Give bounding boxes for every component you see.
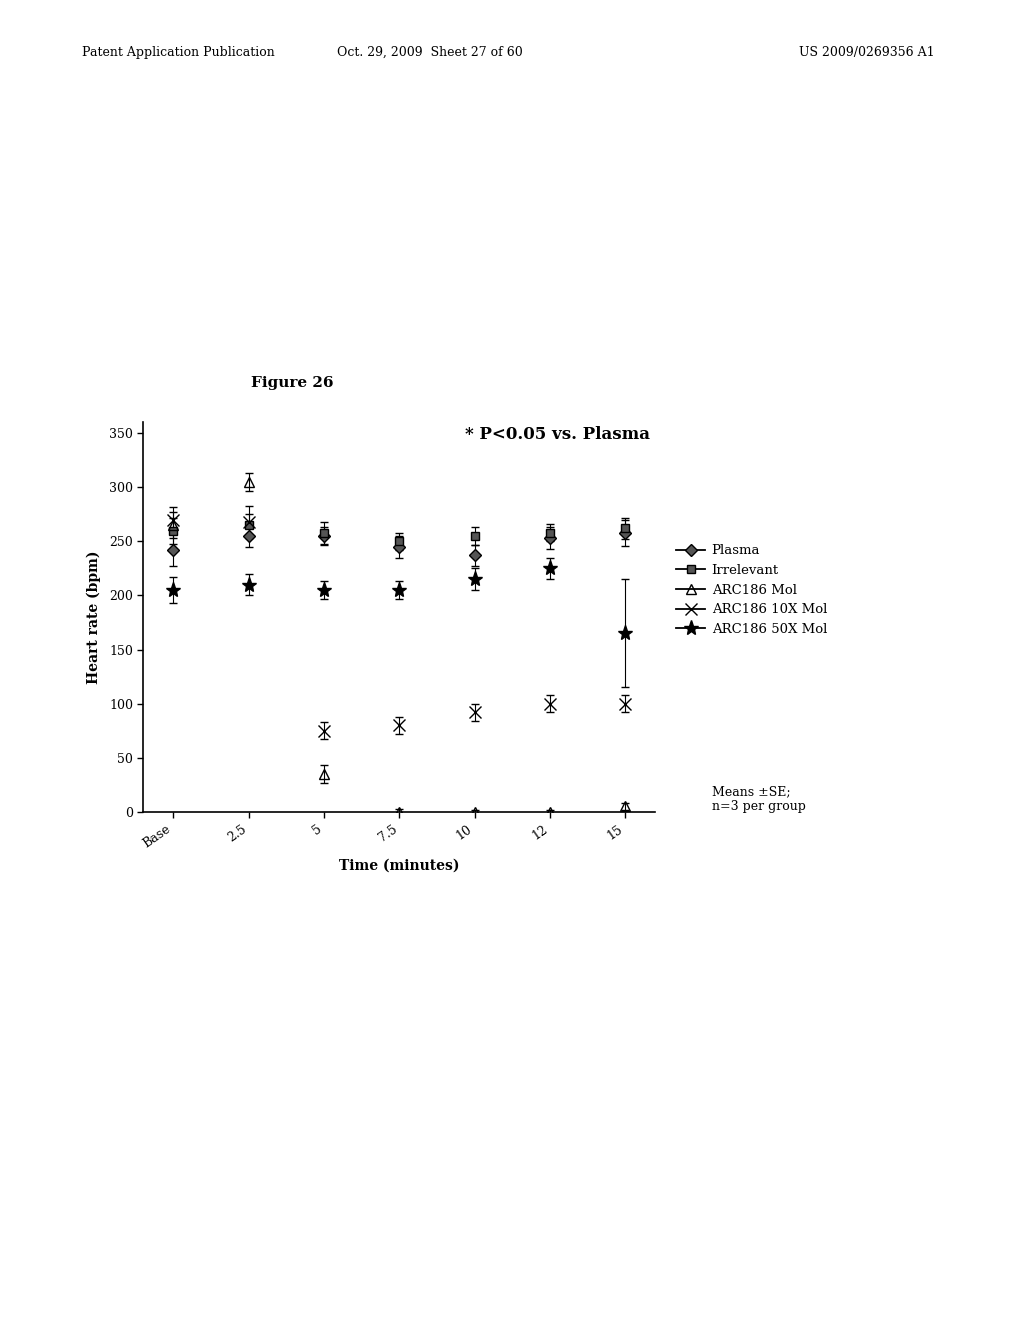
Y-axis label: Heart rate (bpm): Heart rate (bpm) <box>86 550 100 684</box>
Text: Oct. 29, 2009  Sheet 27 of 60: Oct. 29, 2009 Sheet 27 of 60 <box>337 46 523 59</box>
Text: US 2009/0269356 A1: US 2009/0269356 A1 <box>799 46 934 59</box>
Text: Means ±SE;
n=3 per group: Means ±SE; n=3 per group <box>712 785 806 813</box>
Text: Patent Application Publication: Patent Application Publication <box>82 46 274 59</box>
Text: * P<0.05 vs. Plasma: * P<0.05 vs. Plasma <box>465 426 650 444</box>
X-axis label: Time (minutes): Time (minutes) <box>339 859 460 873</box>
Legend: Plasma, Irrelevant, ARC186 Mol, ARC186 10X Mol, ARC186 50X Mol: Plasma, Irrelevant, ARC186 Mol, ARC186 1… <box>671 539 833 642</box>
Text: Figure 26: Figure 26 <box>251 376 333 391</box>
